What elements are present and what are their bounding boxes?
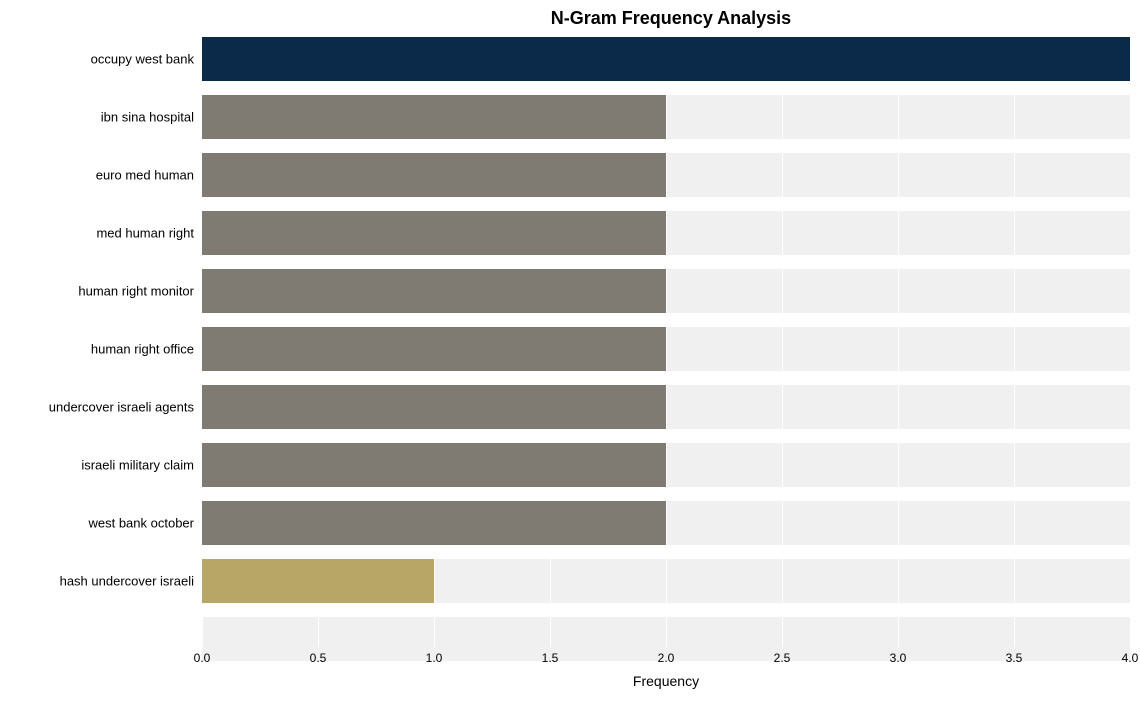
x-tick-label: 0.5 — [310, 651, 327, 665]
bar — [202, 37, 1130, 81]
x-tick-label: 4.0 — [1122, 651, 1139, 665]
gridline — [1130, 37, 1131, 647]
bar — [202, 501, 666, 545]
x-tick-label: 3.5 — [1006, 651, 1023, 665]
x-tick-label: 2.0 — [658, 651, 675, 665]
gridline — [898, 37, 899, 647]
bar — [202, 385, 666, 429]
bar — [202, 443, 666, 487]
y-tick-label: west bank october — [88, 516, 194, 531]
y-tick-label: euro med human — [96, 168, 194, 183]
y-tick-label: human right office — [91, 342, 194, 357]
bar — [202, 269, 666, 313]
y-tick-label: occupy west bank — [91, 52, 194, 67]
gridline — [782, 37, 783, 647]
y-tick-label: human right monitor — [78, 284, 194, 299]
plot-area: Frequency occupy west bankibn sina hospi… — [202, 37, 1130, 647]
bar — [202, 95, 666, 139]
y-tick-label: ibn sina hospital — [101, 110, 194, 125]
x-tick-label: 1.0 — [426, 651, 443, 665]
y-tick-label: med human right — [96, 226, 194, 241]
y-tick-label: israeli military claim — [81, 458, 194, 473]
bar — [202, 559, 434, 603]
bar — [202, 211, 666, 255]
x-tick-label: 2.5 — [774, 651, 791, 665]
x-tick-label: 0.0 — [194, 651, 211, 665]
x-tick-label: 1.5 — [542, 651, 559, 665]
y-tick-label: hash undercover israeli — [60, 574, 194, 589]
chart-title: N-Gram Frequency Analysis — [0, 8, 1140, 29]
gridline — [1014, 37, 1015, 647]
x-tick-label: 3.0 — [890, 651, 907, 665]
gridline — [666, 37, 667, 647]
bar — [202, 327, 666, 371]
y-tick-label: undercover israeli agents — [49, 400, 194, 415]
x-axis-label: Frequency — [202, 673, 1130, 689]
bar — [202, 153, 666, 197]
ngram-frequency-chart: N-Gram Frequency Analysis Frequency occu… — [0, 8, 1140, 647]
